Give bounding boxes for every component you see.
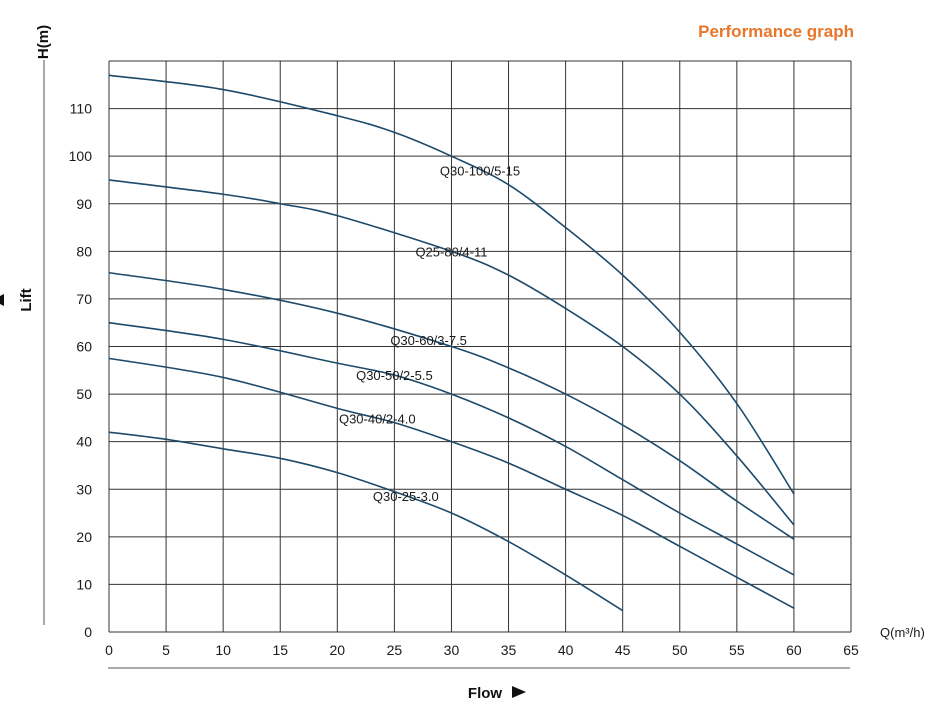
- series-label: Q30-100/5-15: [440, 163, 520, 178]
- x-unit-label: Q(m³/h): [880, 625, 925, 640]
- y-tick-label: 10: [76, 576, 92, 592]
- x-tick-label: 10: [215, 642, 231, 658]
- series-line: [108, 321, 795, 576]
- x-tick-label: 0: [105, 642, 113, 658]
- x-tick-label: 60: [786, 642, 802, 658]
- y-tick-label: 40: [76, 434, 92, 450]
- series-labels: Q30-100/5-15 Q25-80/4-11 Q30-60/3-7.5 Q30-5…: [339, 163, 520, 503]
- y-tick-label: 60: [76, 339, 92, 355]
- x-tick-label: 55: [729, 642, 745, 658]
- y-tick-label: 70: [76, 291, 92, 307]
- x-tick-label: 65: [843, 642, 859, 658]
- x-tick-label: 5: [162, 642, 170, 658]
- y-tick-label: 0: [84, 624, 92, 640]
- x-tick-label: 35: [501, 642, 517, 658]
- y-tick-label: 20: [76, 529, 92, 545]
- y-axis-title: Lift: [0, 288, 35, 312]
- series-label: Q30-50/2-5.5: [356, 368, 433, 383]
- series-label: Q30-40/2-4.0: [339, 411, 416, 426]
- x-axis-title: Flow: [468, 685, 502, 702]
- y-unit-label: H(m): [35, 25, 52, 59]
- x-tick-label: 25: [387, 642, 403, 658]
- chart-title: Performance graph: [698, 22, 854, 41]
- series-label: Q30-25-3.0: [373, 489, 439, 504]
- y-tick-label: 80: [76, 243, 92, 259]
- y-tick-labels: 0 10 20 30 40 50 60 70 80 90 100 110: [69, 101, 93, 640]
- x-axis-arrow-icon: [512, 686, 526, 698]
- series-lines: [108, 74, 795, 612]
- x-tick-label: 15: [272, 642, 288, 658]
- x-tick-labels: 0 5 10 15 20 25 30 35 40 45 50 55 60 65: [105, 642, 859, 658]
- x-tick-label: 30: [444, 642, 460, 658]
- series-label: Q30-60/3-7.5: [390, 333, 467, 348]
- series-line: [108, 431, 624, 612]
- series-line: [108, 357, 795, 609]
- y-axis-arrow-icon: [0, 294, 4, 306]
- y-axis-title-text: Lift: [18, 288, 35, 311]
- series-line: [108, 179, 795, 526]
- x-tick-label: 50: [672, 642, 688, 658]
- grid: [108, 60, 852, 633]
- series-label: Q25-80/4-11: [415, 244, 487, 259]
- x-tick-label: 20: [330, 642, 346, 658]
- series-line: [108, 271, 795, 540]
- x-tick-label: 40: [558, 642, 574, 658]
- series-line: [108, 74, 795, 495]
- x-tick-label: 45: [615, 642, 631, 658]
- y-tick-label: 50: [76, 386, 92, 402]
- y-tick-label: 100: [69, 148, 93, 164]
- y-tick-label: 30: [76, 481, 92, 497]
- y-tick-label: 110: [70, 101, 93, 117]
- y-tick-label: 90: [76, 196, 92, 212]
